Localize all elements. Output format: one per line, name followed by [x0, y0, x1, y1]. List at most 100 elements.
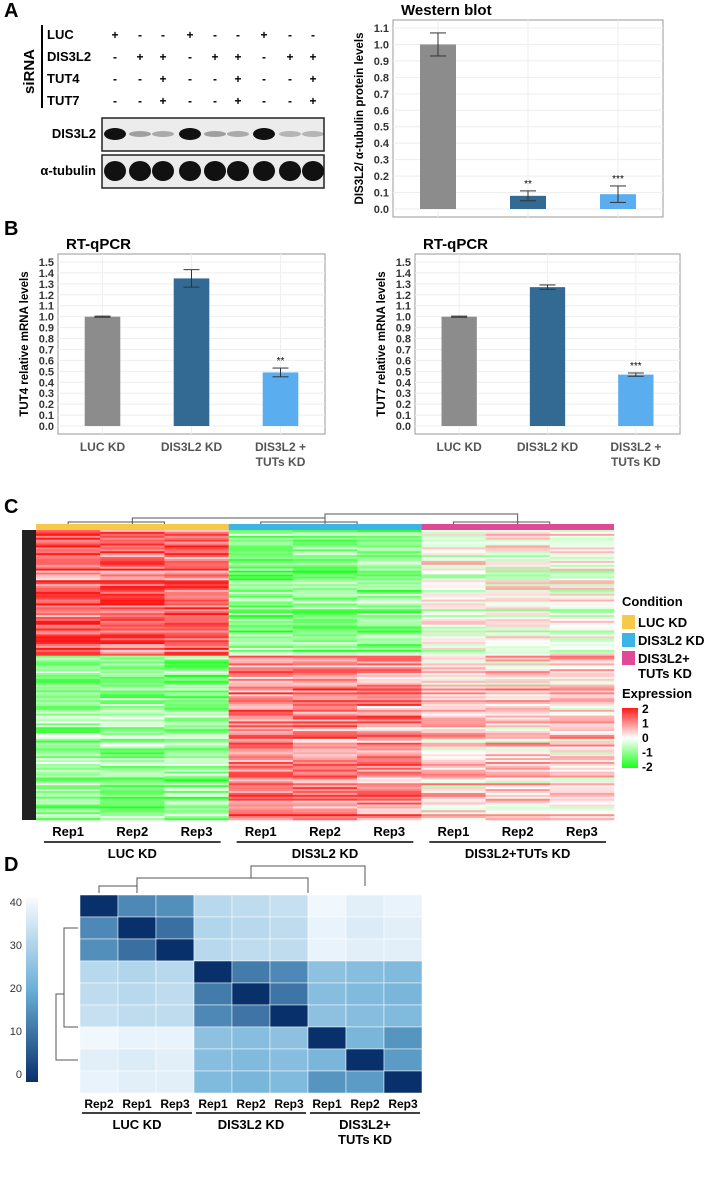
heatmap-cell: [100, 686, 165, 689]
heatmap-cell: [345, 1070, 385, 1094]
heatmap-cell: [292, 792, 358, 796]
heatmap-cell: [164, 800, 229, 803]
heatmap-cell: [228, 601, 294, 604]
heatmap-cell: [164, 734, 229, 738]
heatmap-cell: [164, 603, 229, 606]
heatmap-cell: [292, 800, 358, 803]
heatmap-cell: [164, 630, 229, 633]
heatmap-cell: [164, 783, 229, 786]
heatmap-cell: [357, 636, 422, 639]
heatmap-cell: [228, 738, 294, 742]
heatmap-cell: [485, 814, 551, 817]
heatmap-cell: [36, 806, 101, 809]
heatmap-cell: [485, 802, 551, 805]
heatmap-cell: [36, 630, 101, 633]
heatmap-cell: [485, 781, 551, 784]
y-tick-label: 0.5: [374, 122, 389, 134]
heatmap-cell: [421, 777, 486, 780]
heatmap-cell: [549, 746, 615, 749]
heatmap-cell: [485, 535, 551, 539]
heatmap-cell: [292, 636, 358, 639]
heatmap-cell: [421, 607, 486, 610]
heatmap-cell: [421, 746, 486, 749]
heatmap-cell: [549, 539, 615, 542]
heatmap-cell: [100, 787, 165, 790]
heatmap-cell: [100, 754, 165, 757]
heatmap-cell: [36, 559, 101, 562]
heatmap-cell: [357, 767, 422, 771]
heatmap-cell: [292, 721, 358, 724]
heatmap-cell: [193, 1070, 233, 1094]
heatmap-cell: [100, 667, 165, 670]
heatmap-cell: [164, 700, 229, 703]
group-label: DIS3L2 KD: [292, 846, 358, 861]
heatmap-cell: [292, 694, 358, 697]
heatmap-cell: [36, 792, 101, 796]
y-tick-label: 1.0: [396, 312, 411, 324]
dis3l2-blot-band: [152, 131, 174, 137]
heatmap-cell: [549, 702, 615, 705]
heatmap-cell: [357, 599, 422, 602]
heatmap-cell: [117, 1004, 157, 1028]
heatmap-cell: [357, 787, 422, 790]
heatmap-cell: [231, 960, 271, 984]
heatmap-cell: [292, 765, 358, 769]
heatmap-cell: [100, 734, 165, 738]
heatmap-cell: [228, 783, 294, 786]
bar: [441, 316, 477, 426]
heatmap-cell: [421, 762, 486, 765]
heatmap-cell: [549, 721, 615, 724]
heatmap-cell: [228, 576, 294, 579]
heatmap-cell: [36, 655, 101, 658]
heatmap-cell: [549, 549, 615, 552]
heatmap-cell: [292, 750, 358, 753]
y-tick-label: 1.5: [396, 257, 411, 269]
heatmap-cell: [292, 752, 358, 755]
heatmap-cell: [164, 557, 229, 560]
heatmap-cell: [549, 742, 615, 745]
heatmap-cell: [228, 634, 294, 637]
heatmap-cell: [292, 734, 358, 738]
heatmap-cell: [228, 729, 294, 732]
heatmap-cell: [164, 595, 229, 598]
heatmap-cell: [228, 586, 294, 589]
heatmap-cell: [164, 709, 229, 713]
heatmap-cell: [292, 700, 358, 703]
heatmap-cell: [421, 531, 486, 535]
sirna-mark: -: [262, 50, 266, 64]
heatmap-cell: [357, 810, 422, 813]
heatmap-cell: [164, 773, 229, 776]
heatmap-cell: [228, 564, 294, 568]
heatmap-cell: [485, 669, 551, 672]
heatmap-cell: [36, 694, 101, 697]
heatmap-cell: [549, 545, 615, 548]
heatmap-cell: [164, 649, 229, 653]
heatmap-cell: [228, 742, 294, 745]
heatmap-cell: [307, 916, 347, 940]
heatmap-cell: [421, 543, 486, 546]
heatmap-cell: [100, 553, 165, 556]
heatmap-cell: [549, 593, 615, 597]
heatmap-cell: [155, 1048, 195, 1072]
heatmap-cell: [100, 572, 165, 575]
heatmap-cell: [485, 787, 551, 790]
heatmap-cell: [292, 644, 358, 647]
heatmap-cell: [421, 736, 486, 740]
heatmap-cell: [36, 808, 101, 811]
heatmap-cell: [228, 560, 294, 564]
heatmap-cell: [485, 752, 551, 755]
heatmap-cell: [549, 758, 615, 761]
heatmap-cell: [485, 543, 551, 546]
heatmap-cell: [421, 700, 486, 703]
heatmap-cell: [421, 686, 486, 689]
heatmap-cell: [155, 960, 195, 984]
heatmap-cell: [357, 646, 422, 649]
heatmap-cell: [485, 647, 551, 651]
heatmap-cell: [485, 559, 551, 562]
heatmap-cell: [485, 593, 551, 597]
heatmap-cell: [164, 578, 229, 581]
heatmap-cell: [164, 640, 229, 643]
heatmap-cell: [357, 591, 422, 595]
y-tick-label: 1.4: [396, 268, 412, 280]
